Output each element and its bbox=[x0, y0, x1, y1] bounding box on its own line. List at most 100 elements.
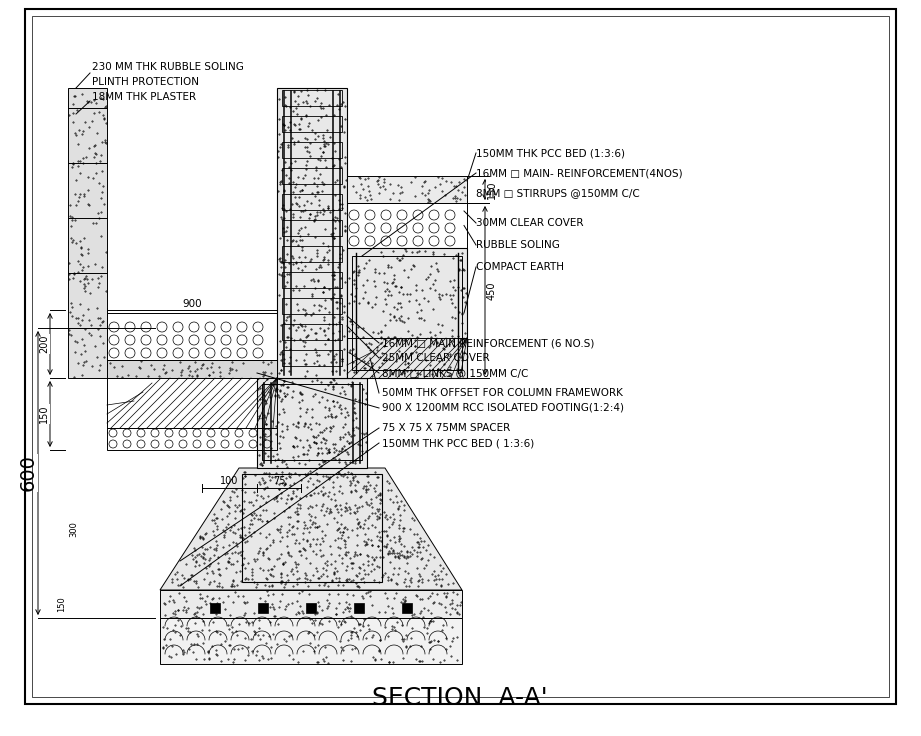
Point bbox=[284, 565, 298, 577]
Point bbox=[303, 465, 318, 477]
Point bbox=[391, 180, 405, 191]
Point bbox=[323, 206, 338, 218]
Point bbox=[297, 179, 312, 191]
Point bbox=[244, 569, 259, 581]
Point bbox=[235, 559, 250, 570]
Point bbox=[301, 444, 316, 456]
Point bbox=[331, 523, 345, 535]
Point bbox=[414, 312, 428, 324]
Point bbox=[306, 545, 321, 556]
Point bbox=[435, 185, 449, 197]
Point bbox=[372, 531, 387, 543]
Point bbox=[219, 548, 234, 559]
Point bbox=[277, 478, 292, 490]
Point bbox=[326, 160, 341, 171]
Point bbox=[309, 244, 324, 255]
Point bbox=[264, 415, 279, 427]
Point bbox=[244, 509, 259, 520]
Point bbox=[337, 300, 352, 312]
Point bbox=[372, 171, 387, 183]
Point bbox=[430, 263, 445, 275]
Point bbox=[432, 291, 447, 302]
Point bbox=[449, 654, 464, 666]
Point bbox=[401, 325, 415, 337]
Point bbox=[330, 396, 344, 408]
Point bbox=[275, 118, 290, 130]
Point bbox=[346, 275, 361, 286]
Point bbox=[409, 562, 424, 574]
Point bbox=[459, 287, 473, 299]
Point bbox=[302, 150, 317, 162]
Point bbox=[305, 403, 320, 414]
Point bbox=[271, 389, 286, 400]
Point bbox=[194, 359, 209, 371]
Point bbox=[311, 396, 326, 408]
Point bbox=[284, 158, 298, 169]
Point bbox=[309, 417, 323, 428]
Point bbox=[274, 256, 289, 268]
Point bbox=[402, 640, 417, 652]
Point bbox=[294, 113, 309, 124]
Point bbox=[315, 525, 330, 537]
Point bbox=[312, 475, 327, 487]
Point bbox=[399, 580, 414, 592]
Point bbox=[379, 509, 394, 521]
Point bbox=[268, 609, 283, 621]
Point bbox=[346, 424, 361, 436]
Point bbox=[256, 408, 271, 420]
Point bbox=[331, 333, 345, 344]
Point bbox=[300, 481, 315, 493]
Point bbox=[322, 404, 337, 416]
Point bbox=[352, 264, 367, 276]
Point bbox=[249, 649, 263, 661]
Text: 300: 300 bbox=[69, 521, 78, 537]
Point bbox=[308, 213, 322, 224]
Point bbox=[134, 355, 148, 367]
Point bbox=[356, 280, 371, 291]
Point bbox=[391, 551, 406, 563]
Point bbox=[222, 539, 237, 551]
Point bbox=[87, 94, 101, 106]
Point bbox=[62, 269, 76, 280]
Point bbox=[277, 578, 292, 590]
Point bbox=[248, 628, 262, 640]
Point bbox=[338, 411, 353, 423]
Point bbox=[329, 609, 344, 620]
Point bbox=[90, 280, 105, 292]
Point bbox=[74, 348, 88, 360]
Point bbox=[326, 291, 341, 303]
Point bbox=[203, 597, 217, 609]
Point bbox=[318, 329, 332, 341]
Point bbox=[263, 564, 278, 576]
Point bbox=[227, 520, 241, 531]
Point bbox=[347, 348, 362, 360]
Point bbox=[209, 542, 224, 554]
Point bbox=[92, 277, 107, 289]
Point bbox=[297, 419, 312, 431]
Point bbox=[286, 314, 301, 325]
Point bbox=[307, 177, 321, 188]
Point bbox=[311, 359, 326, 371]
Point bbox=[344, 575, 358, 587]
Point bbox=[216, 524, 231, 536]
Point bbox=[357, 528, 372, 539]
Point bbox=[330, 281, 344, 293]
Point bbox=[367, 263, 382, 275]
Point bbox=[311, 261, 326, 272]
Point bbox=[362, 585, 377, 597]
Point bbox=[282, 365, 297, 377]
Point bbox=[424, 260, 438, 272]
Point bbox=[383, 261, 398, 273]
Point bbox=[278, 101, 293, 113]
Point bbox=[402, 546, 417, 558]
Point bbox=[288, 178, 303, 190]
Point bbox=[244, 567, 259, 578]
Point bbox=[317, 314, 332, 326]
Point bbox=[317, 205, 332, 216]
Point bbox=[413, 607, 427, 619]
Point bbox=[241, 649, 256, 661]
Point bbox=[237, 521, 251, 533]
Point bbox=[437, 343, 451, 355]
Point bbox=[355, 500, 369, 512]
Point bbox=[270, 618, 285, 630]
